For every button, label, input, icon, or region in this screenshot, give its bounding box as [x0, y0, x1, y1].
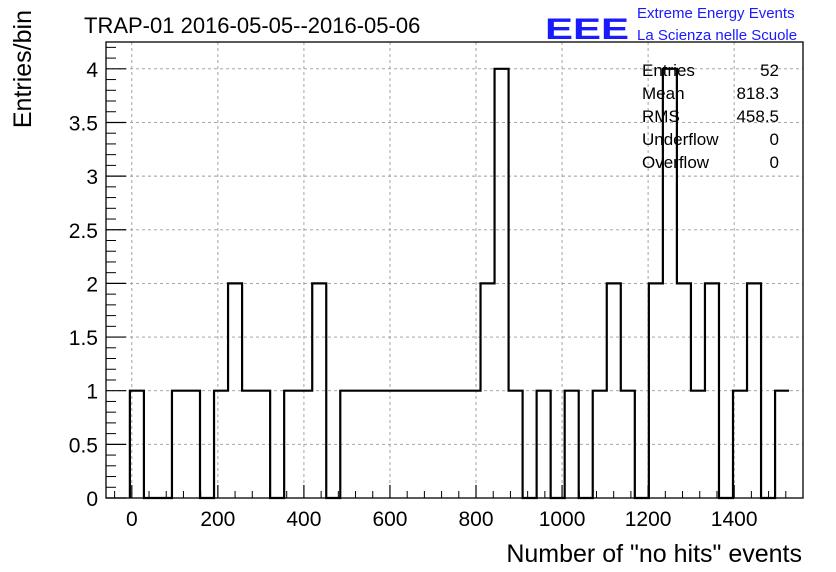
stats-mean-value: 818.3 — [736, 84, 779, 103]
y-tick-label: 0.5 — [69, 434, 98, 457]
histogram-bin — [677, 283, 691, 498]
stats-underflow-label: Underflow — [642, 130, 719, 149]
histogram-bin — [242, 391, 256, 498]
histogram-bin — [256, 391, 270, 498]
logo-line1: Extreme Energy Events — [637, 5, 795, 22]
histogram-bin — [340, 391, 480, 498]
stats-overflow-value: 0 — [770, 153, 779, 172]
stats-entries-label: Entries — [642, 61, 695, 80]
y-tick-label: 4 — [86, 59, 98, 82]
x-tick-label: 1200 — [625, 508, 672, 531]
chart-title: TRAP-01 2016-05-05--2016-05-06 — [84, 13, 420, 38]
x-tick-label: 0 — [126, 508, 138, 531]
histogram-bin — [621, 391, 635, 498]
histogram-bin — [284, 391, 298, 498]
plot-frame — [105, 41, 804, 499]
y-tick-label: 3.5 — [69, 112, 98, 135]
x-tick-label: 800 — [458, 508, 493, 531]
histogram-bin — [228, 283, 242, 498]
x-tick-label: 600 — [372, 508, 407, 531]
histogram-bin — [312, 283, 326, 498]
y-tick-label: 1 — [86, 381, 98, 404]
logo-line2: La Scienza nelle Scuole — [637, 27, 797, 44]
x-tick-label: 1400 — [711, 508, 758, 531]
histogram-bin — [172, 391, 200, 498]
stats-entries-value: 52 — [760, 61, 779, 80]
eee-logo: EEE Extreme Energy Events La Scienza nel… — [545, 5, 797, 46]
axis-ticks: 0 200 400 600 800 1000 1200 140000.511.522.533.… — [69, 46, 787, 531]
y-tick-label: 2.5 — [69, 220, 98, 243]
histogram-bin — [705, 283, 719, 498]
histogram-bin — [649, 283, 663, 498]
histogram-bin — [130, 391, 144, 498]
histogram-outline — [128, 67, 790, 500]
histogram-bin — [747, 283, 761, 498]
histogram-bin — [691, 391, 705, 498]
histogram-bin — [607, 283, 621, 498]
histogram-bin — [214, 391, 228, 498]
y-tick-label: 3 — [86, 166, 98, 189]
histogram-bin — [298, 391, 312, 498]
y-tick-label: 0 — [86, 488, 98, 511]
histogram-bin — [775, 391, 789, 498]
stats-underflow-value: 0 — [770, 130, 779, 149]
y-tick-label: 2 — [86, 273, 98, 296]
stats-mean-label: Mean — [642, 84, 685, 103]
histogram-bin — [537, 391, 551, 498]
logo-mark: EEE — [545, 13, 629, 46]
histogram-bin — [733, 391, 747, 498]
stats-overflow-label: Overflow — [642, 153, 710, 172]
histogram-bin — [481, 283, 495, 498]
histogram-bin — [593, 391, 607, 498]
stats-rms-label: RMS — [642, 107, 680, 126]
y-axis-title: Entries/bin — [9, 10, 37, 128]
stats-box: Entries 52 Mean 818.3 RMS 458.5 Underflo… — [642, 61, 779, 172]
x-axis-title: Number of "no hits" events — [506, 540, 802, 568]
x-tick-label: 1000 — [539, 508, 586, 531]
x-tick-label: 200 — [200, 508, 235, 531]
histogram-bin — [565, 391, 579, 498]
histogram-bin — [495, 69, 509, 498]
x-tick-label: 400 — [286, 508, 321, 531]
histogram-bin — [509, 391, 523, 498]
y-tick-label: 1.5 — [69, 327, 98, 350]
histogram-bars — [128, 67, 790, 500]
stats-rms-value: 458.5 — [736, 107, 779, 126]
